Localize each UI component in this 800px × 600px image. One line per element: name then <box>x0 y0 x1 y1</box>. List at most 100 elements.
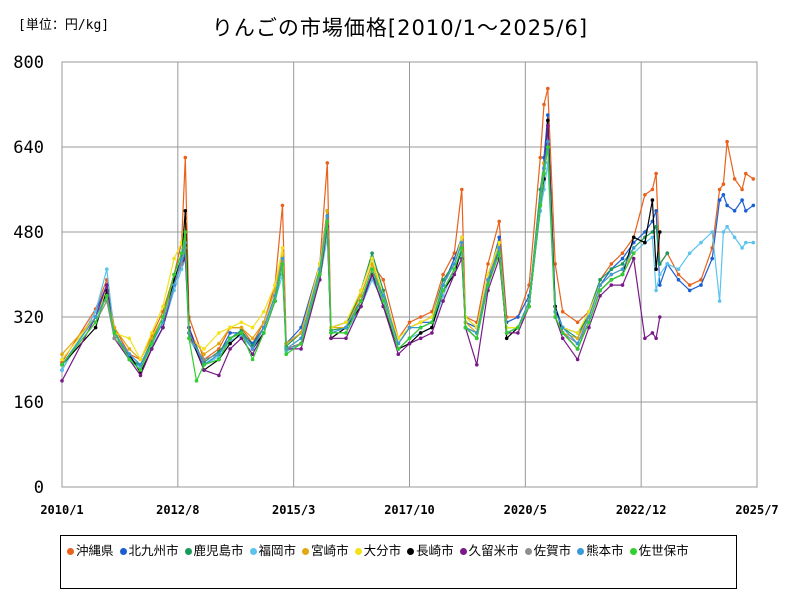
data-point <box>161 325 165 330</box>
data-point <box>418 315 423 319</box>
data-point <box>650 230 655 234</box>
legend-marker-icon <box>459 548 467 555</box>
data-point <box>112 336 117 341</box>
data-point <box>280 246 285 250</box>
data-point <box>381 294 386 298</box>
data-point <box>228 336 232 341</box>
x-tick-label: 2017/10 <box>384 503 435 517</box>
data-point <box>654 336 658 341</box>
data-point <box>620 283 625 287</box>
legend-label: 佐賀市 <box>533 543 572 558</box>
data-point <box>665 262 670 266</box>
data-point <box>161 320 165 325</box>
data-point <box>542 171 546 176</box>
data-point <box>732 235 737 240</box>
data-point <box>560 325 565 330</box>
data-point <box>127 357 132 362</box>
data-point <box>273 299 277 303</box>
data-point <box>575 331 580 335</box>
data-point <box>486 283 490 287</box>
data-point <box>217 331 221 335</box>
data-point <box>744 240 748 245</box>
legend-item: 北九州市 <box>119 539 179 562</box>
data-point <box>344 331 348 335</box>
legend-item: 佐賀市 <box>524 539 572 562</box>
data-point <box>725 139 729 144</box>
data-point <box>643 193 647 197</box>
data-point <box>127 347 132 351</box>
legend-marker-icon <box>249 548 257 555</box>
data-point <box>172 272 176 277</box>
legend-item: 宮崎市 <box>302 539 349 562</box>
data-point <box>262 309 266 314</box>
data-point <box>665 251 670 255</box>
data-point <box>396 352 401 357</box>
data-point <box>138 368 143 372</box>
data-point <box>620 262 625 266</box>
data-point <box>407 341 412 346</box>
data-point <box>105 283 109 287</box>
data-point <box>370 267 374 272</box>
data-point <box>751 203 756 208</box>
data-point <box>239 331 244 335</box>
legend-item: 沖縄県 <box>67 539 114 562</box>
data-point <box>60 363 64 367</box>
data-point <box>643 240 647 245</box>
x-tick-label: 2012/8 <box>156 503 199 517</box>
data-point <box>344 325 348 330</box>
data-point <box>250 347 255 351</box>
data-point <box>93 325 98 330</box>
data-point <box>250 325 255 330</box>
legend-marker-icon <box>407 548 415 555</box>
data-point <box>329 331 333 335</box>
data-point <box>452 272 457 277</box>
y-tick-label: 160 <box>13 393 44 413</box>
x-tick-label: 2022/12 <box>616 503 667 517</box>
data-point <box>609 272 614 277</box>
legend-label: 大分市 <box>363 543 402 558</box>
data-point <box>325 214 330 218</box>
data-point <box>149 341 154 346</box>
data-point <box>546 86 550 91</box>
data-point <box>687 288 692 293</box>
legend-marker-icon <box>119 548 127 555</box>
data-point <box>179 251 184 255</box>
data-point <box>452 267 457 272</box>
data-point <box>370 251 374 255</box>
data-point <box>546 139 550 144</box>
data-point <box>202 347 206 351</box>
data-point <box>149 336 154 341</box>
legend-marker-icon <box>577 548 585 555</box>
data-point <box>418 331 423 335</box>
data-point <box>575 341 580 346</box>
data-point <box>149 347 154 351</box>
data-point <box>370 272 374 277</box>
data-point <box>239 320 244 325</box>
data-point <box>441 288 445 293</box>
data-point <box>553 315 557 319</box>
data-point <box>721 193 726 197</box>
data-point <box>112 331 117 335</box>
data-point <box>60 352 64 357</box>
data-point <box>546 113 550 117</box>
y-tick-label: 480 <box>13 223 44 243</box>
data-point <box>654 171 658 176</box>
data-point <box>239 336 244 341</box>
data-point <box>359 294 363 298</box>
data-point <box>650 198 655 202</box>
y-tick-label: 320 <box>13 308 44 328</box>
data-point <box>381 299 386 303</box>
data-point <box>475 336 479 341</box>
legend-marker-icon <box>184 548 192 555</box>
data-point <box>273 283 277 287</box>
data-point <box>475 363 479 367</box>
legend-item: 熊本市 <box>577 539 624 562</box>
data-point <box>609 283 614 287</box>
data-point <box>717 198 722 202</box>
data-point <box>370 256 374 261</box>
data-point <box>418 336 423 341</box>
series-line <box>61 125 661 382</box>
data-point <box>587 309 591 314</box>
data-point <box>217 341 221 346</box>
data-point <box>486 262 490 266</box>
